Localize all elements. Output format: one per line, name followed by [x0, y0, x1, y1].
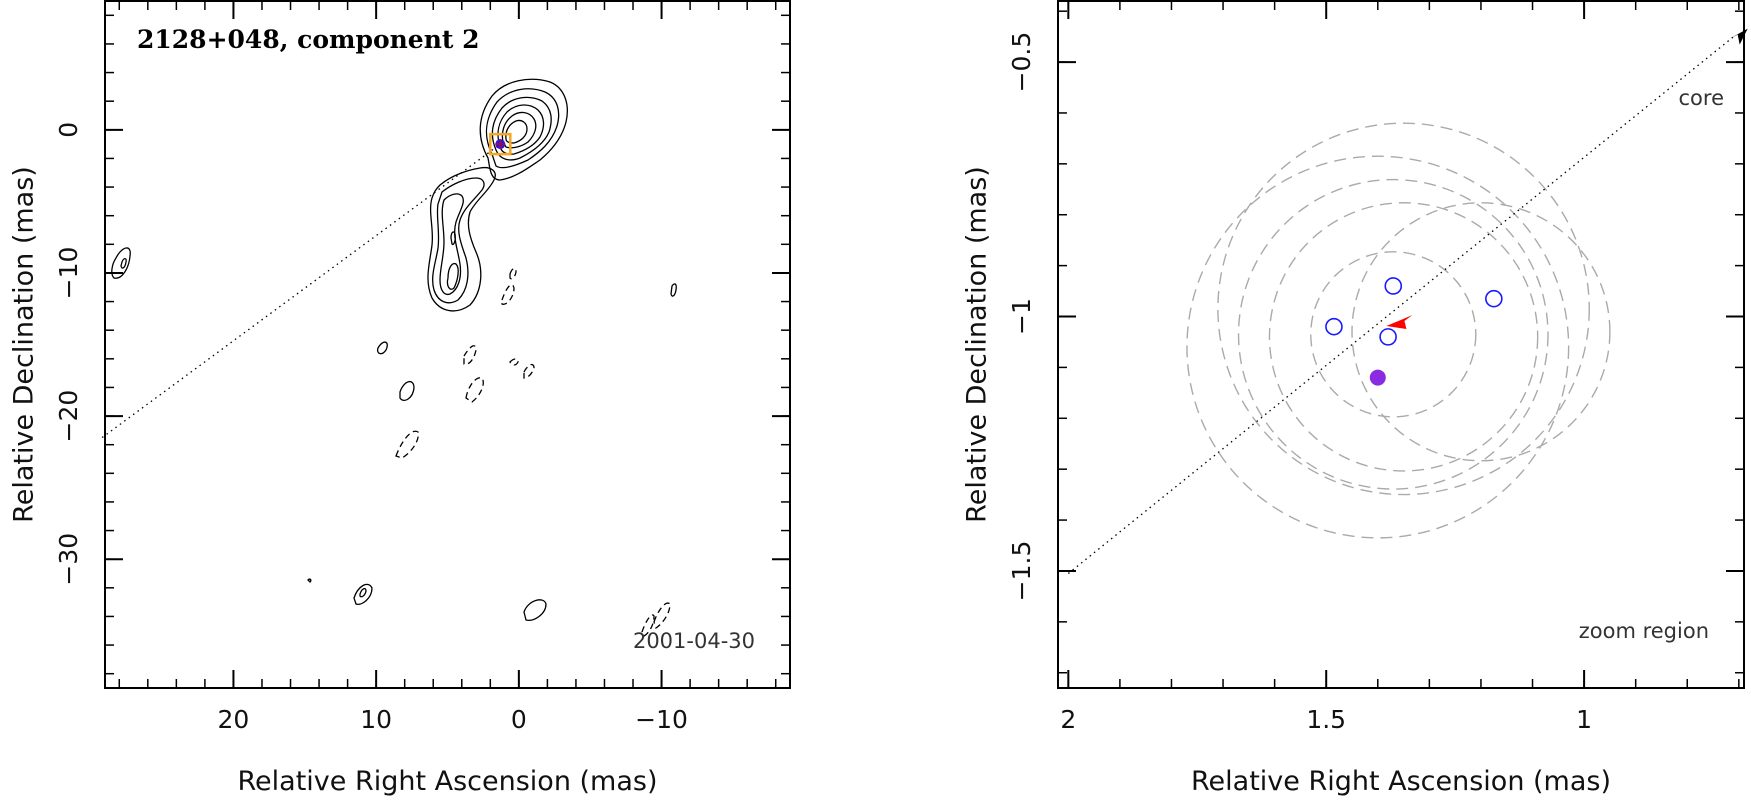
open-data-point	[1384, 277, 1403, 295]
contour-line	[463, 345, 477, 366]
plot-frame	[104, 0, 791, 689]
error-circle	[1237, 178, 1549, 490]
contour-line	[497, 104, 545, 155]
contour-line	[670, 283, 677, 297]
core-direction-line	[101, 143, 501, 439]
contour-line	[505, 119, 528, 144]
x-tick-label: 2	[1060, 705, 1076, 734]
x-tick-label: 10	[360, 705, 392, 734]
contour-line	[432, 177, 485, 304]
error-circle	[1310, 251, 1477, 418]
error-circle	[1186, 155, 1570, 539]
position-arrow-icon	[1386, 315, 1413, 330]
open-data-point	[1379, 328, 1397, 346]
contour-line	[353, 583, 373, 605]
contour-line	[485, 88, 560, 169]
y-tick-label: −0.5	[1007, 32, 1036, 93]
error-circle	[1217, 122, 1590, 496]
contour-line	[307, 578, 312, 583]
y-tick-label: −1	[1007, 298, 1036, 335]
core-arrow-icon	[1729, 28, 1748, 45]
left-panel	[111, 78, 677, 637]
contour-line	[111, 247, 131, 279]
error-circle	[1351, 202, 1611, 462]
contour-line	[501, 284, 515, 305]
observation-date: 2001-04-30	[633, 629, 755, 653]
y-tick-label: −30	[54, 533, 83, 586]
panel-1-axes: 20 10 0 −10 0 −10 −20 −30 Relative Right Ascensi…	[9, 0, 791, 797]
x-tick-label: 1.5	[1306, 705, 1346, 734]
contour-map	[111, 78, 677, 637]
x-axis-title: Relative Right Ascension (mas)	[1191, 766, 1611, 797]
x-axis-title: Relative Right Ascension (mas)	[237, 766, 657, 797]
plot-frame	[1057, 0, 1745, 689]
contour-line	[359, 587, 367, 598]
y-tick-label: −10	[54, 247, 83, 300]
contour-line	[501, 111, 537, 149]
x-tick-label: −10	[635, 705, 688, 734]
open-data-point	[1485, 289, 1503, 308]
contour-line	[446, 262, 459, 290]
contour-line	[641, 614, 655, 637]
panel-title: 2128+048, component 2	[137, 25, 480, 54]
error-circles	[1186, 122, 1611, 539]
contour-line	[509, 358, 519, 366]
open-data-point	[1325, 317, 1343, 336]
y-tick-label: −1.5	[1007, 541, 1036, 602]
y-tick-label: −20	[54, 390, 83, 443]
contour-line	[509, 267, 517, 280]
contour-line	[465, 377, 484, 403]
contour-line	[399, 381, 415, 402]
contour-line	[450, 231, 456, 246]
contour-line	[439, 193, 464, 296]
contour-line	[395, 430, 419, 459]
core-direction-line	[1067, 36, 1735, 575]
filled-data-point	[1369, 369, 1386, 386]
x-tick-label: 20	[218, 705, 250, 734]
y-axis-title: Relative Declination (mas)	[962, 166, 993, 523]
y-tick-label: 0	[54, 122, 83, 138]
contour-line	[491, 96, 552, 161]
contour-line	[376, 341, 388, 355]
contour-line	[120, 257, 127, 269]
y-axis-title: Relative Declination (mas)	[9, 166, 40, 523]
contour-line	[523, 363, 535, 379]
contour-line	[479, 78, 568, 181]
zoom-box	[489, 132, 512, 156]
contour-line	[523, 599, 547, 621]
panel-2-axes: 2 1.5 1 −0.5 −1 −1.5 Relative Right Ascension …	[962, 0, 1748, 797]
error-circle	[1268, 202, 1539, 472]
core-label: core	[1679, 86, 1725, 110]
zoom-region-label: zoom region	[1579, 619, 1709, 643]
x-tick-label: 0	[511, 705, 527, 734]
contour-line	[427, 166, 496, 312]
x-tick-label: 1	[1576, 705, 1592, 734]
contour-line	[653, 602, 671, 630]
